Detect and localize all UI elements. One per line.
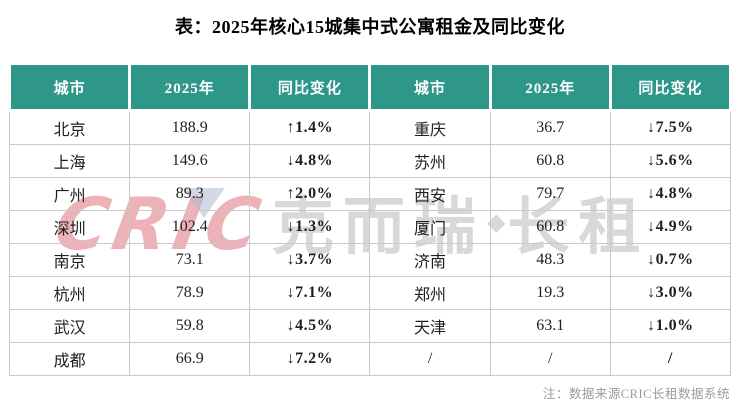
value-cell: 59.8 [129,309,251,343]
value-cell: 60.8 [489,144,611,178]
city-cell: 杭州 [8,276,131,310]
column-header-city: 城市 [368,62,492,112]
value-cell: 48.3 [489,243,611,277]
city-cell: 重庆 [369,110,491,145]
change-cell: ↓7.1% [249,276,371,310]
column-header-year: 2025年 [488,62,612,112]
city-cell: 西安 [369,177,491,211]
column-header-year: 2025年 [128,62,252,112]
value-cell: 60.8 [489,210,611,244]
change-cell: ↓0.7% [609,243,732,277]
city-cell: / [369,342,491,376]
change-cell: ↓5.6% [609,144,732,178]
change-cell: ↑2.0% [249,177,371,211]
city-cell: 上海 [8,144,131,178]
value-cell: / [489,342,611,376]
footnote: 注：数据来源CRIC长租数据系统 [542,387,730,401]
table-row: 杭州 78.9 ↓7.1% 郑州 19.3 ↓3.0% [8,276,732,310]
value-cell: 36.7 [489,110,611,145]
change-cell: ↓1.3% [249,210,371,244]
table-row: 南京 73.1 ↓3.7% 济南 48.3 ↓0.7% [8,243,732,277]
table-row: 成都 66.9 ↓7.2% / / / [8,342,732,376]
header-row: 城市 2025年 同比变化 城市 2025年 同比变化 [7,62,733,112]
column-header-change: 同比变化 [248,62,372,112]
column-header-city: 城市 [7,62,132,112]
city-cell: 深圳 [8,210,131,244]
table-row: 广州 89.3 ↑2.0% 西安 79.7 ↓4.8% [8,177,732,211]
city-cell: 济南 [369,243,491,277]
city-cell: 成都 [8,342,131,376]
page-title: 表：2025年核心15城集中式公寓租金及同比变化 [175,17,565,37]
city-cell: 广州 [8,177,131,211]
table-row: 北京 188.9 ↑1.4% 重庆 36.7 ↓7.5% [8,110,732,145]
value-cell: 102.4 [129,210,251,244]
value-cell: 78.9 [129,276,251,310]
change-cell: ↓1.0% [609,309,732,343]
change-cell: ↓7.2% [249,342,371,376]
table-row: 武汉 59.8 ↓4.5% 天津 63.1 ↓1.0% [8,309,732,343]
city-cell: 天津 [369,309,491,343]
city-cell: 郑州 [369,276,491,310]
city-cell: 北京 [8,110,131,145]
city-cell: 厦门 [369,210,491,244]
change-cell: ↑1.4% [249,110,371,145]
value-cell: 63.1 [489,309,611,343]
change-cell: ↓3.7% [249,243,371,277]
change-cell: ↓4.5% [249,309,371,343]
rent-table: 城市 2025年 同比变化 城市 2025年 同比变化 北京 188.9 ↑1.… [7,62,733,376]
city-cell: 武汉 [8,309,131,343]
city-cell: 南京 [8,243,131,277]
value-cell: 79.7 [489,177,611,211]
change-cell: ↓3.0% [609,276,732,310]
value-cell: 188.9 [129,110,251,145]
value-cell: 89.3 [129,177,251,211]
column-header-change: 同比变化 [608,62,733,112]
change-cell: ↓4.8% [249,144,371,178]
city-cell: 苏州 [369,144,491,178]
value-cell: 73.1 [129,243,251,277]
table-row: 深圳 102.4 ↓1.3% 厦门 60.8 ↓4.9% [8,210,732,244]
value-cell: 149.6 [129,144,251,178]
value-cell: 66.9 [129,342,251,376]
change-cell: ↓4.8% [609,177,732,211]
change-cell: / [609,342,732,376]
change-cell: ↓7.5% [609,110,732,145]
change-cell: ↓4.9% [609,210,732,244]
value-cell: 19.3 [489,276,611,310]
table-row: 上海 149.6 ↓4.8% 苏州 60.8 ↓5.6% [8,144,732,178]
